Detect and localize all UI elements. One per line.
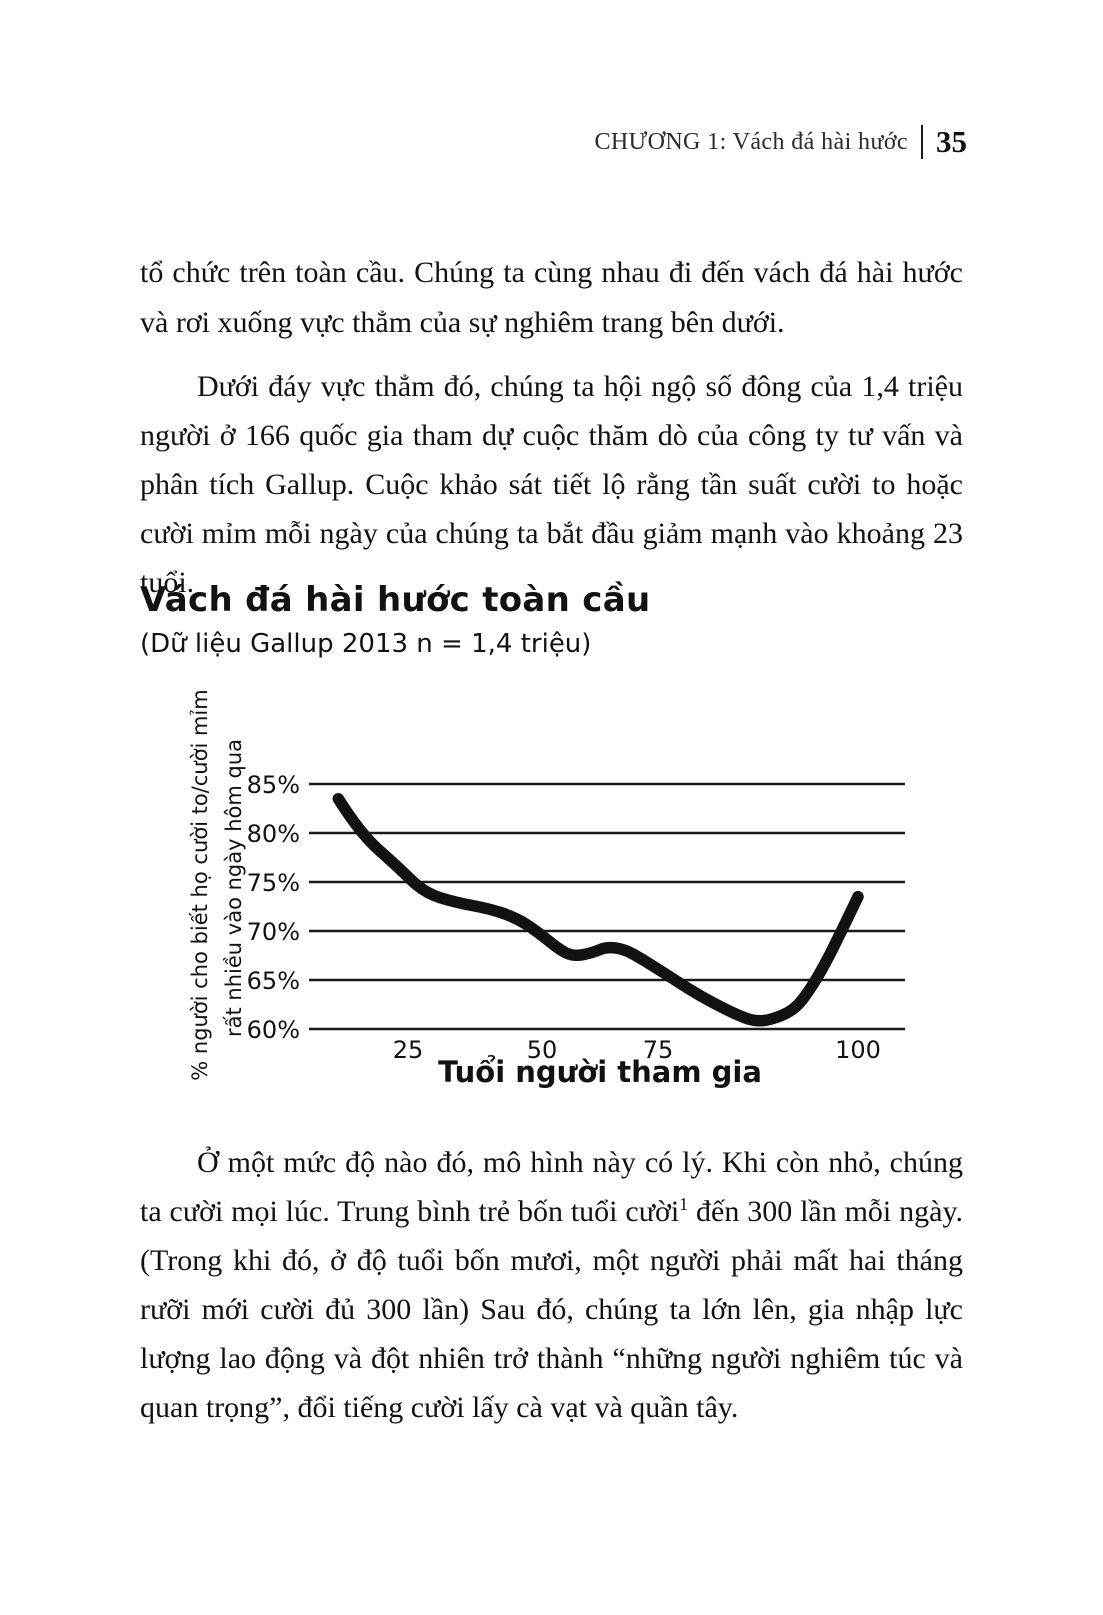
y-tick-label: 85% (247, 771, 300, 799)
x-tick-labels: 25 50 75 100 (393, 1036, 881, 1064)
paragraph-laughter-frequency: Ở một mức độ nào đó, mô hình này có lý. … (140, 1138, 963, 1432)
paragraph-text: Ở một mức độ nào đó, mô hình này có lý. … (140, 1146, 963, 1228)
y-tick-label: 80% (247, 820, 300, 848)
page-number: 35 (936, 124, 967, 159)
header-divider (921, 125, 923, 159)
page-header: CHƯƠNG 1: Vách đá hài hước 35 (594, 124, 967, 160)
paragraph-gallup-survey: Dưới đáy vực thẳm đó, chúng ta hội ngộ s… (140, 370, 963, 599)
chart-title: Vách đá hài hước toàn cầu (140, 580, 651, 620)
footnote-marker: 1 (679, 1194, 689, 1214)
x-tick-label: 75 (643, 1036, 674, 1064)
y-tick-label: 70% (247, 918, 300, 946)
y-tick-labels: 85% 80% 75% 70% 65% 60% (247, 771, 300, 1044)
x-tick-label: 100 (835, 1036, 881, 1064)
y-tick-label: 75% (247, 869, 300, 897)
y-tick-label: 65% (247, 967, 300, 995)
paragraph-intro: tổ chức trên toàn cầu. Chúng ta cùng nha… (140, 256, 963, 339)
chart-subtitle: (Dữ liệu Gallup 2013 n = 1,4 triệu) (140, 629, 592, 659)
x-axis-label: Tuổi người tham gia (438, 1055, 762, 1089)
chapter-title: CHƯƠNG 1: Vách đá hài hước (594, 128, 908, 155)
laughter-curve (332, 792, 864, 1027)
y-tick-label: 60% (247, 1016, 300, 1044)
x-tick-label: 25 (393, 1036, 424, 1064)
chart-gridlines (309, 782, 905, 1031)
y-axis-label-line2: rất nhiều vào ngày hôm qua (222, 739, 246, 1037)
x-tick-label: 50 (527, 1036, 558, 1064)
y-axis-label-line1: % người cho biết họ cười to/cười mỉm (188, 689, 212, 1080)
paragraph-text: đến 300 lần mỗi ngày. (Trong khi đó, ở đ… (140, 1195, 963, 1424)
